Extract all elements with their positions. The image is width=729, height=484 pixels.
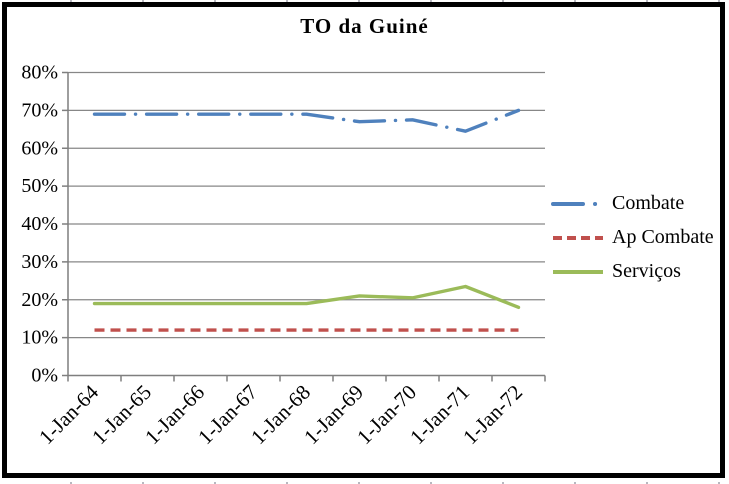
series-line-serviços	[92, 284, 521, 310]
legend-swatch-ap-combate	[553, 235, 603, 240]
y-axis-tick-label: 0%	[31, 365, 58, 387]
y-axis-tick-label: 10%	[21, 327, 58, 349]
y-axis-tick-label: 20%	[21, 289, 58, 311]
y-axis-tick-label: 40%	[21, 213, 58, 235]
spreadsheet-gridline-marks-bottom	[0, 482, 729, 484]
y-axis-tick-label: 70%	[21, 99, 58, 121]
legend-label-servicos: Serviços	[612, 260, 681, 282]
y-axis-tick-label: 50%	[21, 175, 58, 197]
legend-item-servicos: Serviços	[551, 260, 714, 283]
x-axis-tick-label: 1-Jan-72	[458, 380, 527, 449]
legend-item-ap-combate: Ap Combate	[551, 226, 714, 249]
legend-item-combate: Combate	[551, 192, 714, 215]
y-axis-tick-label: 60%	[21, 137, 58, 159]
chart-title: TO da Guiné	[300, 14, 429, 38]
legend-swatch-servicos	[553, 269, 603, 274]
series-line-combate	[92, 108, 521, 133]
legend-label-combate: Combate	[612, 192, 685, 214]
y-axis-tick-label: 30%	[21, 251, 58, 273]
legend-swatch-combate	[551, 201, 605, 206]
spreadsheet-gridline-marks-top	[0, 0, 729, 2]
y-axis-tick-label: 80%	[21, 62, 58, 84]
legend-label-ap-combate: Ap Combate	[612, 226, 714, 248]
legend: Combate Ap Combate Serviços	[551, 192, 714, 283]
